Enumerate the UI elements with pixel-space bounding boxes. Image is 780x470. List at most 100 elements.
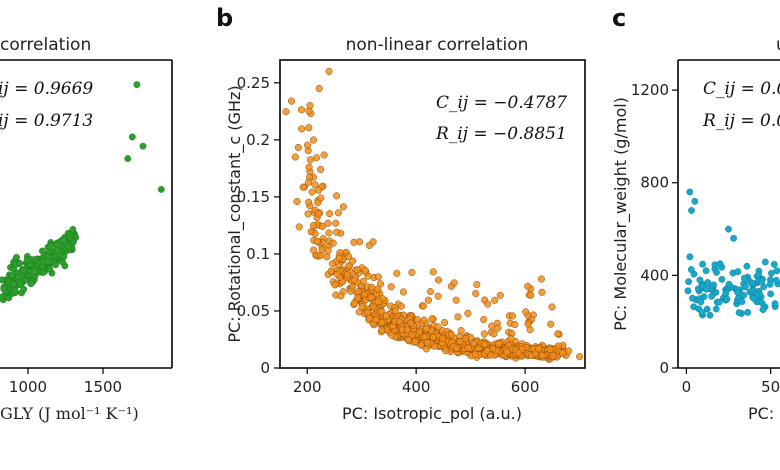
panel-b-point-802: [317, 194, 325, 202]
panel-b-point-925: [481, 340, 489, 348]
panel-b-point-74: [298, 125, 306, 133]
panel-b-point-884: [361, 266, 369, 274]
panel-b-point-542: [527, 291, 535, 299]
panel-b-point-817: [297, 106, 306, 114]
panel-b-point-846: [378, 326, 386, 334]
panel-b-xtick-label-600: 600: [511, 378, 540, 396]
panel-b-point-917: [535, 345, 543, 353]
panel-b-point-922: [483, 347, 491, 355]
panel-a-point-212: [11, 286, 19, 294]
panel-a-point-245: [139, 142, 147, 150]
panel-a-point-238: [9, 280, 17, 288]
panel-c-point-79: [749, 279, 756, 287]
panel-b-point-944: [327, 267, 335, 275]
panel-c-point-108: [725, 225, 732, 233]
panel-b-point-396: [452, 296, 460, 304]
panel-c-point-110: [742, 283, 749, 291]
panel-b-point-924: [333, 270, 341, 278]
panel-b-point-360: [434, 292, 442, 300]
panel-a-point-247: [157, 185, 165, 193]
panel-b-point-892: [511, 320, 519, 329]
panel-b-point-780: [378, 308, 386, 316]
panel-b-point-896: [494, 340, 503, 348]
panel-b-point-417: [309, 136, 318, 144]
panel-b-ytick-label-0.25: 0.25: [237, 74, 270, 92]
panel-a-point-229: [16, 260, 24, 267]
panel-b-ylabel: PC: Rotational_constant_c (GHz): [225, 85, 245, 342]
panel-b-point-954: [494, 324, 502, 332]
panel-c-point-69: [768, 269, 775, 277]
panel-a-point-242: [30, 268, 38, 276]
panel-c-point-57: [712, 305, 720, 313]
panel-c-point-36: [685, 278, 692, 286]
panel-b-point-913: [368, 283, 376, 291]
panel-b-point-203: [333, 192, 341, 200]
panel-c-point-103: [686, 253, 694, 261]
panel-b-point-365: [399, 288, 407, 296]
panel-b-point-845: [343, 271, 351, 279]
panel-b-point-840: [408, 331, 416, 339]
panel-b-point-953: [537, 275, 545, 283]
panel-a-point-246: [124, 155, 132, 163]
panel-b-point-454: [353, 266, 361, 274]
panel-b-point-949: [325, 67, 333, 75]
panel-a-point-208: [65, 243, 73, 251]
panel-b-point-212: [524, 282, 532, 290]
panel-b-point-590: [490, 330, 498, 338]
panel-a-point-250: [39, 247, 46, 255]
panel-b-point-68: [320, 151, 328, 159]
panel-b-letter: b: [216, 4, 233, 32]
panel-b-point-955: [554, 330, 562, 338]
panel-b-point-485: [509, 312, 517, 320]
panel-b-point-801: [372, 316, 380, 324]
panel-b-point-902: [429, 333, 437, 341]
panel-b-point-354: [324, 247, 332, 255]
panel-a-point-251: [23, 256, 31, 264]
panel-a-point-185: [0, 285, 8, 293]
panel-a-xtick-label-1500: 1500: [84, 378, 122, 396]
panel-b-point-895: [448, 331, 456, 339]
panel-b-point-929: [332, 219, 340, 227]
panel-b-point-577: [480, 330, 488, 338]
panel-b-point-582: [350, 238, 358, 246]
panel-a-point-243: [133, 81, 141, 89]
panel-b-point-28: [429, 268, 437, 276]
panel-a-point-228: [60, 253, 68, 261]
panel-c-ytick-label-400: 400: [640, 266, 669, 284]
panel-b-point-737: [325, 229, 333, 237]
panel-c-point-87: [738, 298, 746, 305]
panel-a-points: [0, 81, 165, 304]
panel-b-point-956: [565, 347, 573, 355]
panel-b-point-783: [350, 299, 359, 307]
panel-b-point-931: [558, 349, 567, 357]
panel-a-point-235: [52, 261, 59, 269]
panel-b-point-491: [303, 141, 312, 149]
panel-b-point-815: [420, 316, 428, 324]
panel-c-point-19: [744, 308, 752, 316]
panel-b-point-930: [524, 320, 532, 328]
panel-c-point-18: [702, 267, 710, 275]
panel-a-point-199: [0, 276, 6, 284]
panel-b-point-263: [548, 303, 556, 311]
panel-a: correlation ij = 0.9669 ij = 0.9713 1000…: [0, 35, 173, 423]
panel-b-point-96: [424, 296, 432, 304]
panel-b-point-908: [442, 347, 450, 355]
panel-b-point-938: [420, 333, 428, 341]
panel-b-point-512: [450, 279, 458, 287]
panel-c-point-46: [689, 294, 696, 302]
panel-c-point-105: [703, 285, 710, 293]
panel-b-point-282: [491, 296, 499, 304]
panel-a-stat-r: ij = 0.9713: [0, 111, 93, 131]
panel-b-point-222: [305, 198, 313, 206]
panel-b-point-952: [291, 153, 299, 161]
panel-b-point-471: [306, 156, 314, 164]
panel-b-point-352: [374, 273, 382, 281]
panel-b-frame: [279, 59, 586, 369]
panel-b-point-438: [333, 228, 341, 236]
panel-b-point-511: [339, 203, 347, 211]
panel-c-point-68: [759, 306, 767, 313]
panel-b-point-831: [304, 210, 312, 218]
panel-c-title: u: [776, 35, 780, 55]
panel-b-point-923: [382, 312, 390, 320]
panel-b-point-781: [434, 323, 442, 331]
